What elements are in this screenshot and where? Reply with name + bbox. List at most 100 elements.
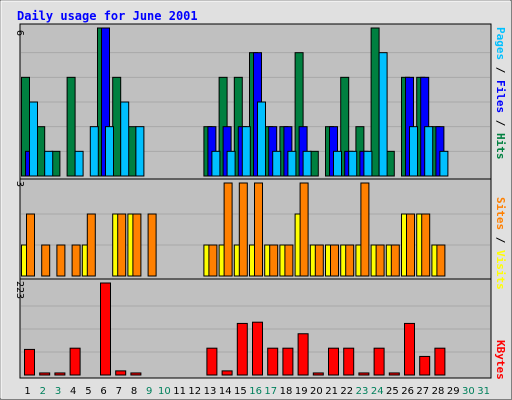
day-label: 3 xyxy=(55,386,61,397)
day-label: 19 xyxy=(295,386,308,397)
ylabel-slash: / xyxy=(494,230,507,250)
bar-pages-day-1 xyxy=(29,101,38,177)
bar-kbytes-day-13 xyxy=(206,347,218,376)
bar-pages-day-15 xyxy=(241,126,251,177)
bar-sites-day-3 xyxy=(56,244,66,277)
panel-kbytes-ymax: 223 xyxy=(14,281,25,299)
bar-pages-day-23 xyxy=(363,150,373,177)
bar-sites-day-9 xyxy=(147,213,157,277)
bar-sites-day-23 xyxy=(360,182,370,277)
bar-sites-day-15 xyxy=(238,182,248,277)
bar-sites-day-16 xyxy=(254,182,263,277)
bar-pages-day-4 xyxy=(74,150,84,177)
hits-files-pages-panel: 6 Pages / Files / Hits xyxy=(14,23,507,180)
bar-kbytes-day-20 xyxy=(312,372,324,376)
bar-pages-day-6 xyxy=(105,126,114,177)
bar-pages-day-26 xyxy=(409,126,418,177)
bar-sites-day-7 xyxy=(117,213,127,277)
bar-pages-day-22 xyxy=(348,150,358,177)
panel-visits-ymax: 3 xyxy=(14,181,25,187)
bar-sites-day-22 xyxy=(345,244,355,277)
panel-kbytes-ylabel: KBytes xyxy=(494,340,507,380)
day-label: 28 xyxy=(432,386,445,397)
bar-kbytes-day-18 xyxy=(282,347,294,376)
bar-kbytes-day-3 xyxy=(54,372,66,376)
kbytes-panel: 223 KBytes xyxy=(14,278,507,380)
bar-sites-day-13 xyxy=(208,244,218,277)
panel-hits-ylabel: Pages / Files / Hits xyxy=(494,27,507,160)
panel-hits-ymax: 6 xyxy=(14,30,25,36)
bar-kbytes-day-14 xyxy=(221,370,233,376)
bar-kbytes-day-16 xyxy=(252,321,263,376)
bar-pages-day-18 xyxy=(287,150,297,177)
bar-kbytes-day-27 xyxy=(419,355,431,376)
day-label: 6 xyxy=(100,386,106,397)
bar-pages-day-16 xyxy=(257,101,266,177)
bar-kbytes-day-19 xyxy=(297,333,309,376)
bar-pages-day-5 xyxy=(89,126,99,177)
day-label: 29 xyxy=(447,386,460,397)
ylabel-pages: Pages xyxy=(494,27,507,60)
bar-kbytes-day-1 xyxy=(24,348,35,376)
day-label: 17 xyxy=(264,386,277,397)
bar-sites-day-18 xyxy=(284,244,294,277)
day-label: 22 xyxy=(340,386,353,397)
bar-kbytes-day-17 xyxy=(267,347,279,376)
ylabel-slash: / xyxy=(494,113,507,133)
day-label: 30 xyxy=(462,386,475,397)
day-label: 23 xyxy=(356,386,369,397)
day-label: 7 xyxy=(116,386,122,397)
day-label: 27 xyxy=(416,386,429,397)
sites-visits-panel: 3 Sites / Visits xyxy=(14,178,507,290)
bar-sites-day-14 xyxy=(223,182,233,277)
bar-sites-day-5 xyxy=(86,213,96,277)
bar-sites-day-27 xyxy=(421,213,431,277)
bar-pages-day-2 xyxy=(44,150,54,177)
day-label: 26 xyxy=(401,386,414,397)
bar-kbytes-day-26 xyxy=(404,322,415,376)
bar-sites-day-28 xyxy=(436,244,446,277)
day-label: 16 xyxy=(249,386,262,397)
bar-kbytes-day-22 xyxy=(343,347,355,376)
bar-pages-day-7 xyxy=(120,101,130,177)
bar-sites-day-24 xyxy=(375,244,385,277)
bar-sites-day-21 xyxy=(330,244,339,277)
bar-pages-day-24 xyxy=(378,52,388,177)
bar-sites-day-26 xyxy=(406,213,415,277)
day-label: 31 xyxy=(477,386,490,397)
bar-sites-day-25 xyxy=(390,244,400,277)
bar-sites-day-8 xyxy=(132,213,142,277)
bar-pages-day-17 xyxy=(272,150,282,177)
day-label: 8 xyxy=(131,386,137,397)
bar-sites-day-1 xyxy=(26,213,35,277)
bar-sites-day-4 xyxy=(71,244,81,277)
panel-visits-ylabel: Sites / Visits xyxy=(494,197,507,290)
day-label: 5 xyxy=(85,386,91,397)
ylabel-visits: Visits xyxy=(494,250,507,290)
ylabel-slash: / xyxy=(494,60,507,80)
day-label: 9 xyxy=(146,386,152,397)
day-label: 2 xyxy=(40,386,46,397)
bar-sites-day-19 xyxy=(299,182,309,277)
bar-kbytes-day-4 xyxy=(69,347,81,376)
day-label: 24 xyxy=(371,386,384,397)
bar-kbytes-day-21 xyxy=(328,347,339,376)
bar-kbytes-day-7 xyxy=(115,370,127,376)
day-label: 15 xyxy=(234,386,247,397)
day-label: 1 xyxy=(24,386,30,397)
day-label: 12 xyxy=(188,386,201,397)
day-label: 25 xyxy=(386,386,399,397)
bar-kbytes-day-8 xyxy=(130,372,142,376)
day-label: 21 xyxy=(325,386,338,397)
bar-kbytes-day-24 xyxy=(373,347,385,376)
bar-kbytes-day-28 xyxy=(434,347,446,376)
bar-hits-day-4 xyxy=(66,76,76,177)
ylabel-kbytes: KBytes xyxy=(494,340,507,380)
ylabel-hits: Hits xyxy=(494,133,507,160)
bar-pages-day-21 xyxy=(333,150,342,177)
day-label: 4 xyxy=(70,386,76,397)
bar-pages-day-8 xyxy=(135,126,145,177)
bar-kbytes-day-6 xyxy=(100,282,111,376)
day-label: 20 xyxy=(310,386,323,397)
